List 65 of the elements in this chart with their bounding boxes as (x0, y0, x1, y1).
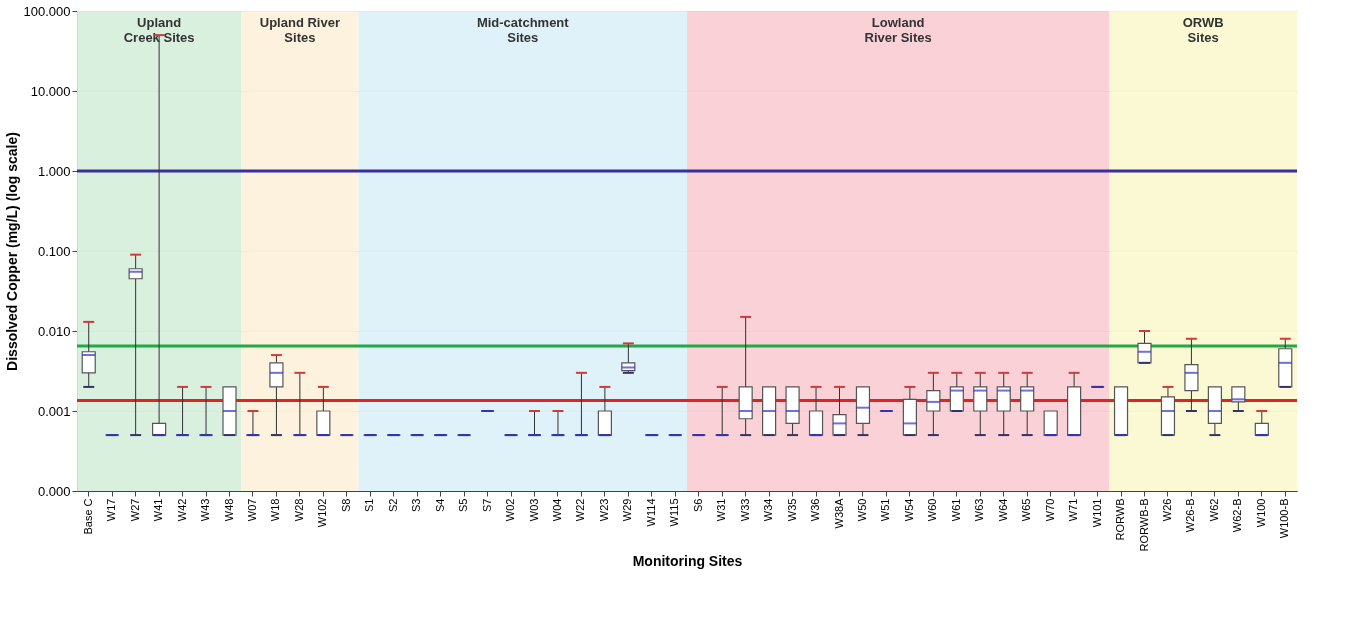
x-tick-label: W23 (597, 498, 610, 522)
y-tick-label: 0.100 (37, 243, 71, 259)
x-tick-label: W71 (1067, 498, 1080, 522)
x-tick-label: W54 (902, 498, 915, 522)
x-tick-label: RORWB (1114, 498, 1127, 541)
x-tick-label: W63 (973, 498, 986, 522)
x-tick-label: W64 (996, 498, 1009, 522)
x-tick-label: W26-B (1184, 498, 1197, 533)
y-tick-label: 1.000 (37, 163, 71, 179)
y-tick-label: 10.000 (30, 83, 71, 99)
x-tick-label: W38A (832, 497, 845, 529)
x-tick-label: W115 (668, 498, 681, 527)
x-tick-label: S4 (433, 498, 446, 512)
x-tick-label: RORWB-B (1137, 498, 1150, 552)
x-tick-label: W100-B (1278, 498, 1291, 539)
band-label: Mid-catchment Sites (476, 15, 570, 45)
x-tick-label: W29 (621, 498, 634, 522)
band-label: ORWB Sites (1182, 15, 1224, 45)
band-label: Lowland River Sites (864, 15, 932, 45)
y-tick-label: 0.000 (37, 483, 71, 499)
x-tick-label: W114 (644, 498, 657, 527)
x-tick-label: W22 (574, 498, 587, 522)
x-tick-label: S6 (691, 498, 704, 512)
x-tick-label: W42 (175, 498, 188, 522)
x-tick-label: S2 (386, 498, 399, 512)
x-tick-label: W34 (762, 498, 775, 522)
x-tick-label: W18 (269, 498, 282, 522)
x-tick-label: W41 (152, 498, 165, 522)
band-label: Upland River Sites (259, 15, 340, 45)
x-tick-label: S1 (363, 498, 376, 512)
x-tick-label: W31 (715, 498, 728, 522)
y-tick-label: 100.000 (23, 3, 71, 19)
x-tick-label: W26 (1160, 498, 1173, 522)
x-tick-label: W07 (245, 498, 258, 522)
x-tick-label: W51 (879, 498, 892, 522)
x-tick-label: S8 (339, 498, 352, 512)
x-tick-label: W35 (785, 498, 798, 522)
x-tick-label: W02 (504, 498, 517, 522)
x-tick-label: W70 (1043, 498, 1056, 522)
x-tick-label: W102 (316, 498, 329, 528)
x-tick-label: W101 (1090, 498, 1103, 528)
x-tick-label: W03 (527, 498, 540, 522)
x-tick-label: W27 (128, 498, 141, 522)
x-tick-label: W04 (550, 498, 563, 522)
x-tick-label: S3 (410, 498, 423, 512)
x-tick-label: W62-B (1231, 498, 1244, 533)
x-axis-title: Monitoring Sites (632, 553, 743, 570)
y-axis-title: Dissolved Copper (mg/L) (log scale) (3, 132, 20, 371)
x-tick-label: W33 (738, 498, 751, 522)
x-tick-label: W62 (1207, 498, 1220, 522)
x-tick-label: W60 (926, 498, 939, 522)
x-tick-label: W61 (949, 498, 962, 522)
x-tick-label: W65 (1020, 498, 1033, 522)
x-tick-label: Base C (81, 498, 94, 535)
x-tick-label: W43 (199, 498, 212, 522)
x-tick-label: W50 (855, 498, 868, 522)
x-tick-label: W17 (105, 498, 118, 522)
x-tick-label: S5 (457, 498, 470, 512)
y-tick-label: 0.001 (37, 403, 71, 419)
x-tick-label: W28 (292, 498, 305, 522)
x-tick-label: S7 (480, 498, 493, 512)
x-tick-label: W36 (809, 498, 822, 522)
x-tick-label: W100 (1254, 498, 1267, 528)
y-tick-label: 0.010 (37, 323, 71, 339)
x-tick-label: W48 (222, 498, 235, 522)
